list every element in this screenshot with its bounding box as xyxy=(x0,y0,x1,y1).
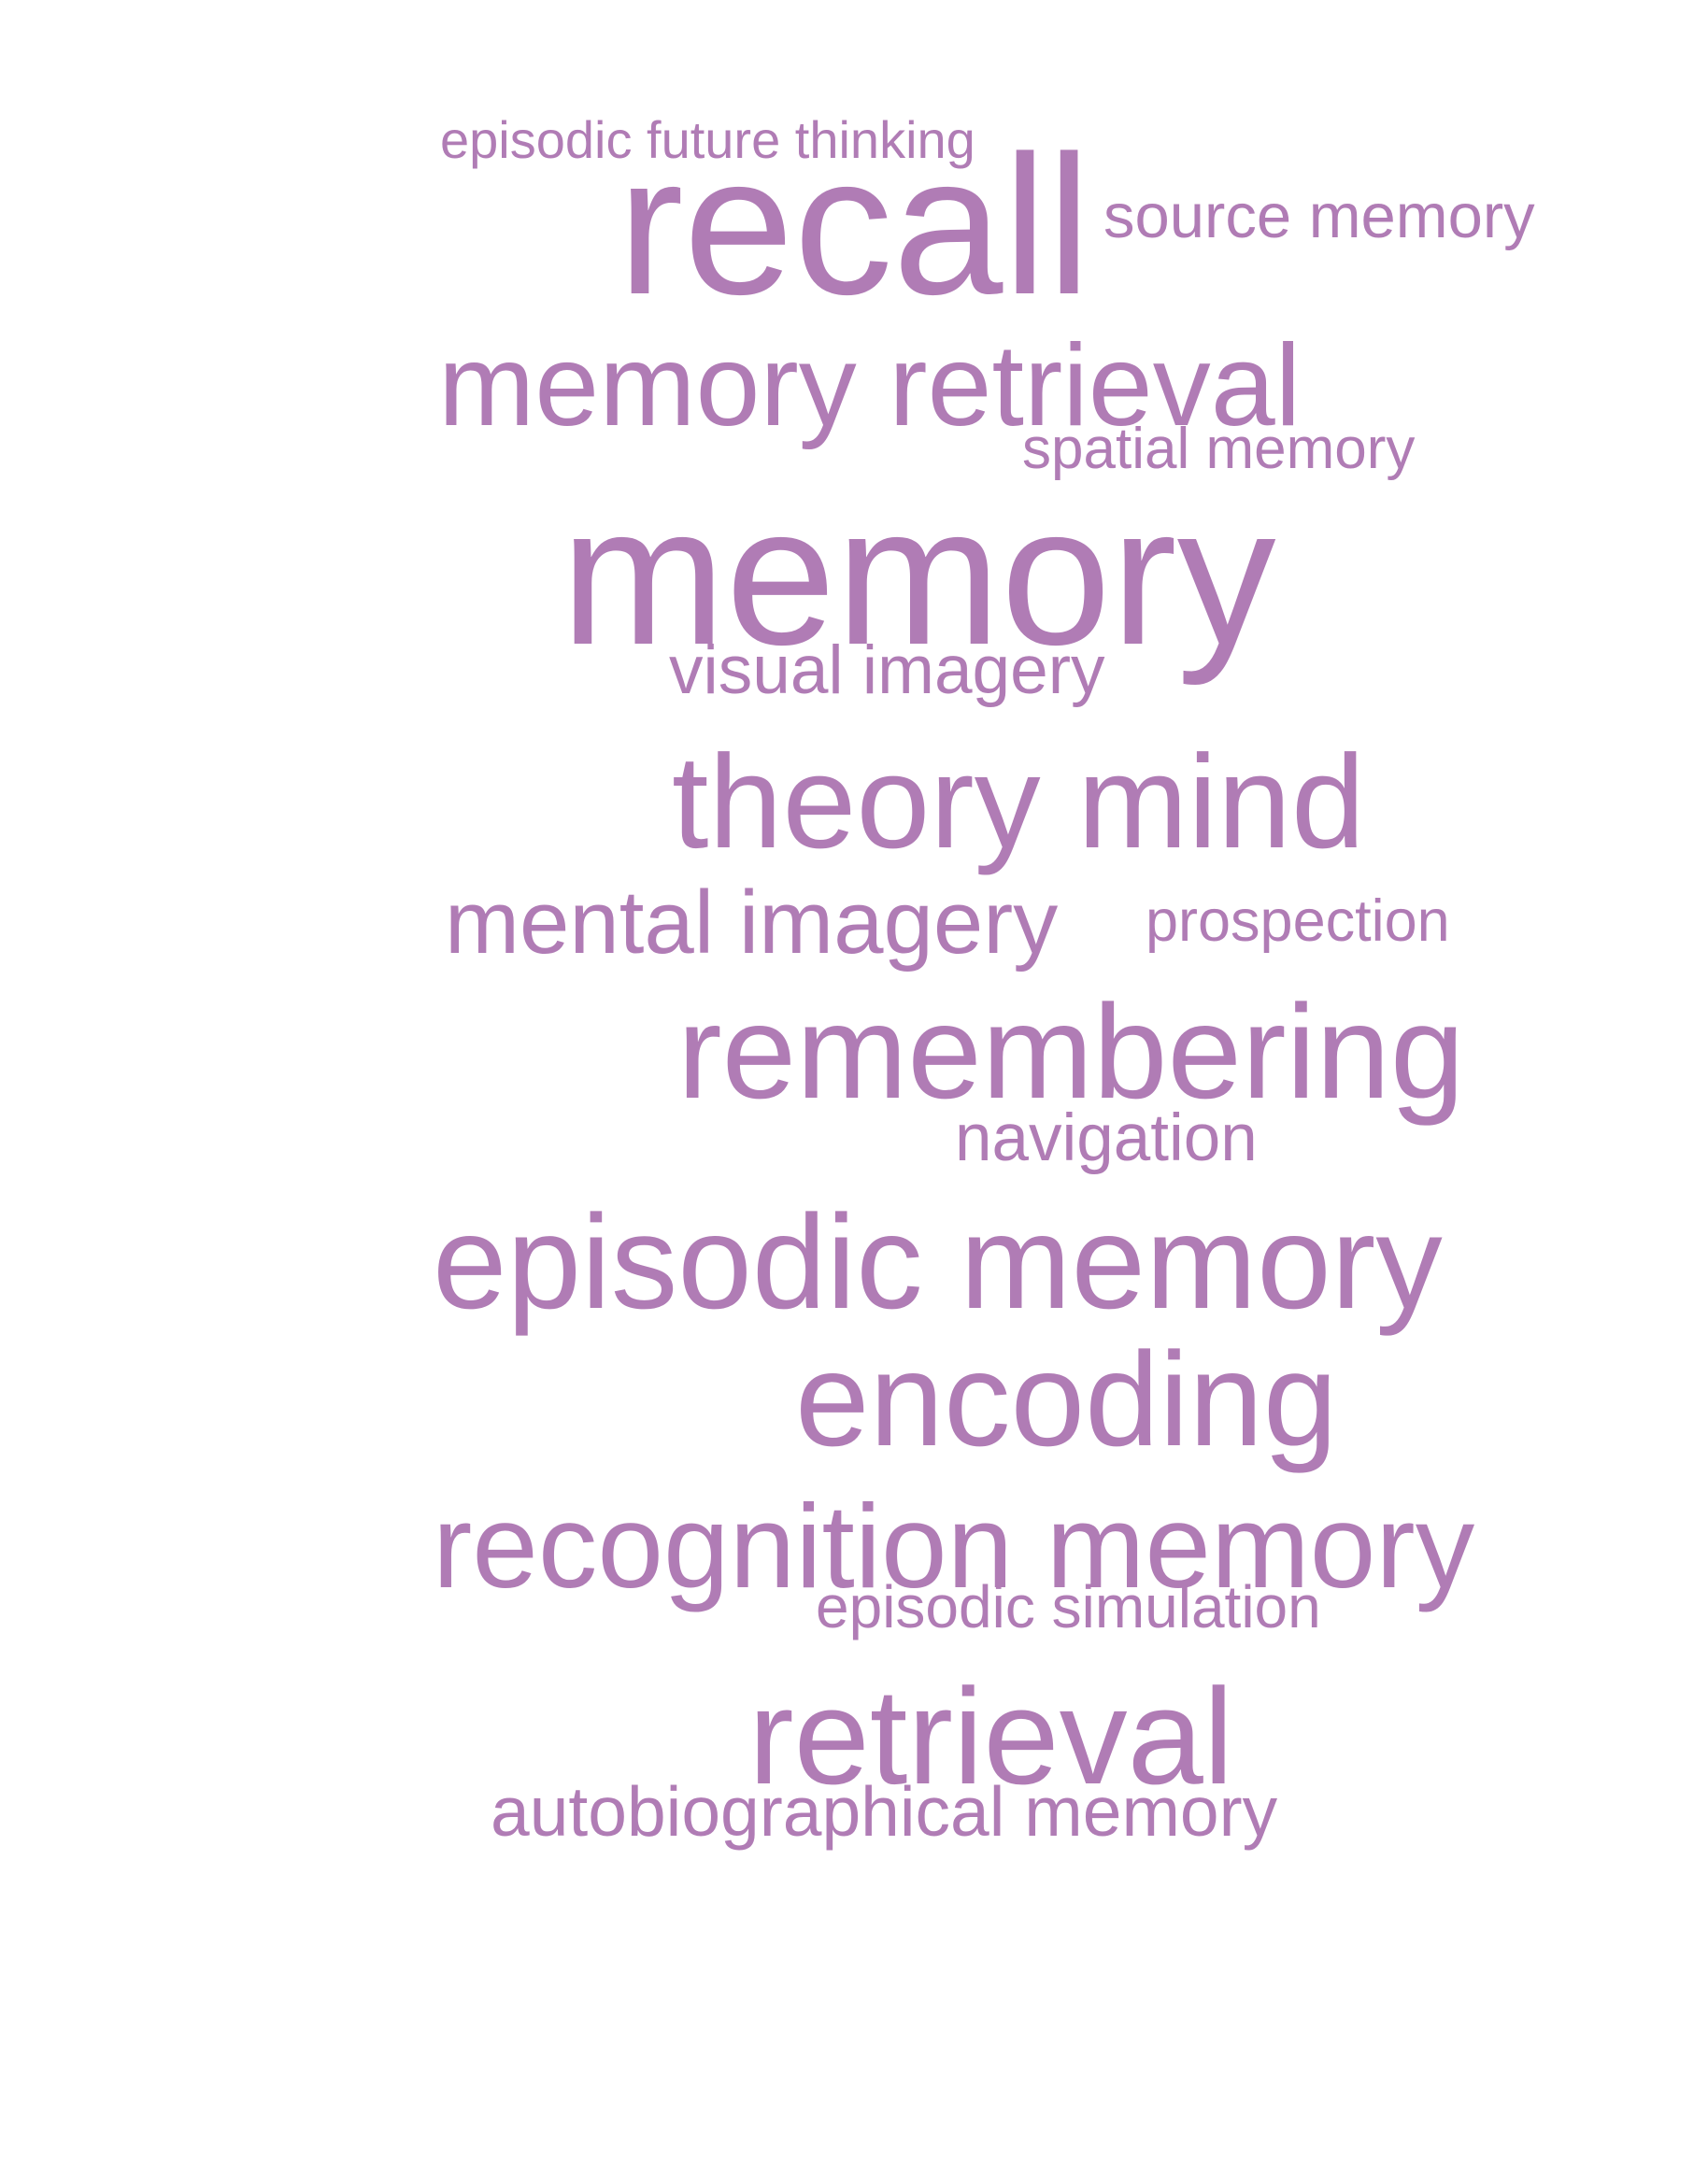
word-remembering: remembering xyxy=(677,978,1465,1127)
word-memory-retrieval: memory retrieval xyxy=(438,321,1302,450)
word-source-memory: source memory xyxy=(1103,181,1535,251)
word-retrieval: retrieval xyxy=(748,1660,1234,1812)
word-encoding: encoding xyxy=(795,1326,1338,1474)
word-visual-imagery: visual imagery xyxy=(669,632,1105,708)
word-episodic-future-thinking: episodic future thinking xyxy=(440,110,975,169)
word-episodic-memory: episodic memory xyxy=(433,1188,1443,1337)
word-recall: recall xyxy=(618,114,1091,335)
word-autobiographical-memory: autobiographical memory xyxy=(491,1772,1278,1851)
word-memory: memory xyxy=(561,464,1276,686)
word-prospection: prospection xyxy=(1146,888,1450,954)
word-spatial-memory: spatial memory xyxy=(1022,417,1416,481)
word-episodic-simulation: episodic simulation xyxy=(816,1573,1321,1640)
word-theory-mind: theory mind xyxy=(672,728,1365,876)
word-navigation: navigation xyxy=(955,1101,1258,1175)
word-recognition-memory: recognition memory xyxy=(433,1480,1475,1612)
word-mental-imagery: mental imagery xyxy=(445,873,1059,973)
